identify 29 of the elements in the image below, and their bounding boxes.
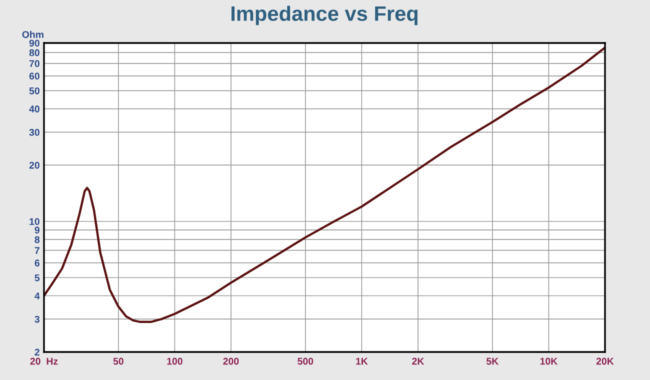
y-tick-label: 30: [29, 128, 40, 136]
y-axis-title: Ohm: [22, 30, 44, 38]
x-tick-label: 2K: [412, 358, 424, 365]
x-tick-label: 1K: [356, 358, 368, 365]
x-tick-label: 100: [167, 358, 182, 365]
y-tick-label: 6: [34, 260, 40, 266]
y-tick-label: 5: [34, 274, 40, 282]
x-tick-label: 5K: [486, 358, 499, 365]
y-tick-label: 20: [29, 162, 40, 169]
x-tick-label: 500: [298, 358, 314, 365]
x-tick-label: 50: [113, 358, 124, 365]
x-tick-label: 20 Hz: [30, 358, 58, 365]
y-tick-label: 10: [30, 218, 40, 225]
y-tick-label: 50: [29, 87, 40, 94]
y-tick-label: 2: [34, 348, 40, 356]
y-tick-label: 60: [29, 72, 40, 80]
y-tick-label: 7: [34, 247, 40, 254]
y-tick-label: 8: [34, 236, 40, 244]
y-tick-label: 4: [34, 292, 40, 300]
y-tick-label: 40: [29, 106, 40, 112]
y-tick-label: 80: [29, 49, 40, 56]
chart-title: Impedance vs Freq: [232, 6, 418, 26]
y-tick-label: 90: [29, 40, 40, 47]
y-tick-label: 3: [34, 316, 40, 323]
y-tick-label: 9: [34, 226, 40, 234]
x-tick-label: 200: [223, 358, 239, 365]
x-tick-label: 10K: [540, 358, 558, 365]
x-tick-label: 20K: [596, 358, 614, 365]
y-tick-label: 70: [29, 60, 40, 68]
